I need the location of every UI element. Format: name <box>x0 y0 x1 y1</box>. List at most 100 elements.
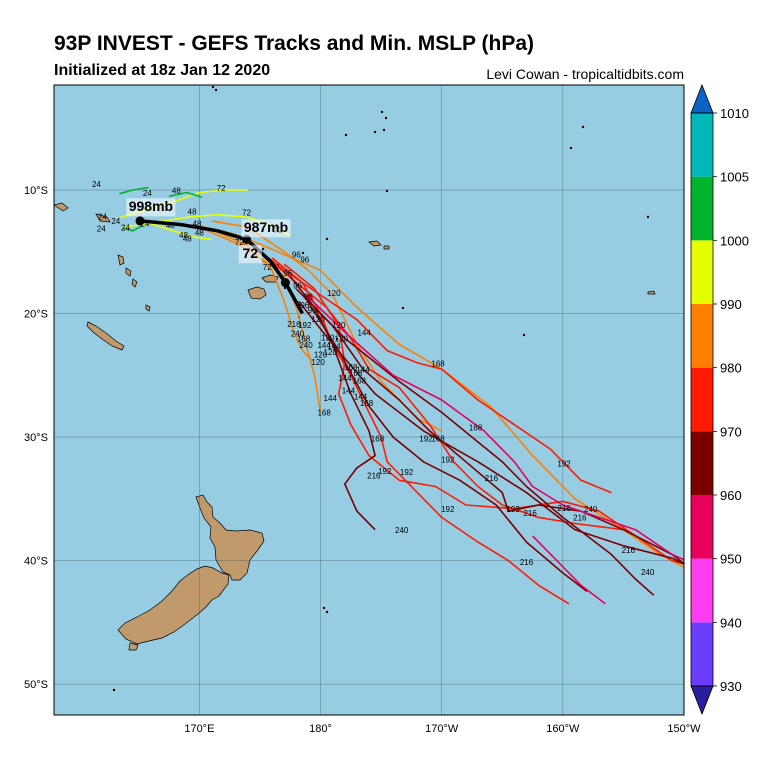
small-island <box>646 215 650 219</box>
longitude-tick-label: 150°W <box>667 723 701 735</box>
colorbar-segment <box>691 495 713 559</box>
small-island <box>401 306 405 310</box>
samoa-1 <box>368 240 382 247</box>
forecast-hour-label: 24 <box>111 217 120 226</box>
init-time-subtitle: Initialized at 18z Jan 12 2020 <box>54 62 271 79</box>
latitude-tick-label: 40°S <box>24 556 48 568</box>
longitude-tick-label: 160°W <box>546 723 580 735</box>
mean-track-marker <box>135 216 145 226</box>
longitude-tick-label: 180° <box>309 723 332 735</box>
small-island <box>344 133 348 137</box>
colorbar-tick-label: 990 <box>720 297 742 312</box>
vanuatu-3 <box>131 278 138 288</box>
forecast-hour-label: 144 <box>357 328 371 337</box>
forecast-hour-label: 192 <box>298 321 312 330</box>
forecast-hour-label: 96 <box>300 256 309 265</box>
forecast-hour-label: 192 <box>419 435 433 444</box>
forecast-hour-label: 96 <box>308 306 317 315</box>
credit-text: Levi Cowan - tropicaltidbits.com <box>486 66 684 82</box>
page-title: 93P INVEST - GEFS Tracks and Min. MSLP (… <box>54 32 535 55</box>
forecast-hour-label: 144 <box>317 341 331 350</box>
mean-hour-label: 72 <box>242 245 258 261</box>
colorbar-extend-low <box>690 685 714 716</box>
forecast-hour-label: 48 <box>179 231 188 240</box>
forecast-hour-label: 168 <box>360 399 374 408</box>
ensemble-track <box>305 298 588 593</box>
forecast-hour-label: 72 <box>235 238 244 247</box>
forecast-hour-label: 72 <box>242 209 251 218</box>
vanuatu-1 <box>117 254 125 266</box>
forecast-hour-label: 216 <box>573 514 587 523</box>
forecast-hour-label: 168 <box>431 359 445 368</box>
small-island <box>384 116 388 120</box>
small-island <box>522 333 526 337</box>
forecast-hour-label: 168 <box>349 369 363 378</box>
ensemble-track <box>305 294 684 561</box>
small-island <box>214 88 218 92</box>
forecast-hour-label: 48 <box>188 207 197 216</box>
ensemble-track <box>119 186 149 195</box>
forecast-hour-label: 48 <box>195 228 204 237</box>
forecast-hour-label: 48 <box>172 186 181 195</box>
forecast-hour-label: 144 <box>338 374 352 383</box>
forecast-hour-label: 168 <box>297 335 311 344</box>
forecast-hour-label: 240 <box>584 505 598 514</box>
forecast-hour-label: 48 <box>166 221 175 230</box>
small-island <box>322 606 326 610</box>
mean-track-marker <box>280 278 290 288</box>
small-island <box>380 110 384 114</box>
forecast-hour-label: 24 <box>140 220 149 229</box>
forecast-hour-label: 96 <box>293 281 302 290</box>
colorbar-extend-high <box>690 83 714 114</box>
forecast-hour-label: 120 <box>311 358 325 367</box>
colorbar-segment <box>691 304 713 368</box>
forecast-hour-label: 120 <box>332 321 346 330</box>
forecast-hour-label: 24 <box>98 212 107 221</box>
forecast-hour-label: 24 <box>121 223 130 232</box>
forecast-hour-label: 144 <box>342 386 356 395</box>
colorbar-segment <box>691 113 713 177</box>
latitude-tick-label: 20°S <box>24 309 48 321</box>
longitude-tick-label: 170°E <box>184 723 214 735</box>
forecast-hour-label: 192 <box>378 467 392 476</box>
small-island <box>283 286 287 290</box>
small-island <box>335 337 339 341</box>
vanuatu-4 <box>145 304 151 312</box>
forecast-hour-label: 168 <box>371 435 385 444</box>
forecast-hour-label: 144 <box>356 365 370 374</box>
colorbar-tick-label: 970 <box>720 424 742 439</box>
pressure-colorbar: 930 940 950 960 970 980 990 1000 1005 1010 <box>690 83 749 716</box>
colorbar-tick-label: 1010 <box>720 106 749 121</box>
forecast-hour-label: 216 <box>485 474 499 483</box>
forecast-hour-label: 48 <box>183 235 192 244</box>
small-island <box>385 189 389 193</box>
ensemble-track <box>138 218 212 241</box>
colorbar-tick-label: 930 <box>720 679 742 694</box>
forecast-hour-label: 216 <box>557 504 571 513</box>
land-layer <box>54 85 656 692</box>
forecast-hour-label: 96 <box>283 269 292 278</box>
small-island <box>301 251 305 255</box>
new-caledonia <box>86 321 125 351</box>
map-panel: 2424487248722424244848242448484872729696… <box>53 84 685 716</box>
mean-pressure-label-backdrop <box>126 198 176 217</box>
stewart-island <box>128 642 139 651</box>
solomon-1 <box>54 202 69 212</box>
forecast-hour-label: 144 <box>354 393 368 402</box>
small-island <box>373 130 377 134</box>
colorbar-tick-label: 940 <box>720 615 742 630</box>
small-island <box>325 610 329 614</box>
forecast-hour-labels: 2424487248722424244848242448484872729696… <box>92 180 655 577</box>
ensemble-track <box>122 225 143 232</box>
forecast-hour-label: 120 <box>314 351 328 360</box>
longitude-tick-label: 170°W <box>425 723 459 735</box>
mean-pressure-label: 998mb <box>129 198 173 214</box>
colorbar-frame <box>690 112 714 687</box>
latitude-tick-label: 10°S <box>24 185 48 197</box>
latitude-tick-label: 50°S <box>24 679 48 691</box>
forecast-hour-label: 96 <box>304 293 313 302</box>
forecast-hour-label: 168 <box>344 363 358 372</box>
forecast-hour-label: 192 <box>441 456 455 465</box>
forecast-hour-label: 72 <box>263 263 272 272</box>
